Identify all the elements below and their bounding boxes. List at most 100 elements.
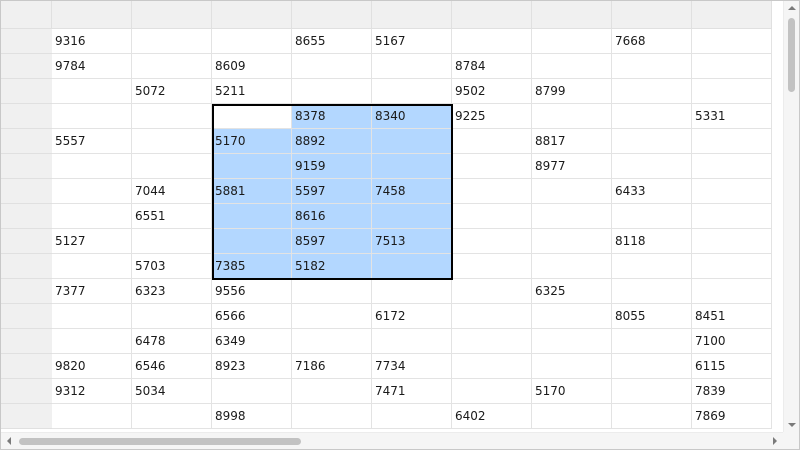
grid-cell[interactable]: 8340: [372, 104, 452, 129]
grid-cell[interactable]: [612, 79, 692, 104]
grid-cell[interactable]: [532, 204, 612, 229]
grid-cell[interactable]: [52, 154, 132, 179]
grid-cell[interactable]: 8378: [292, 104, 372, 129]
grid-cell[interactable]: 7734: [372, 354, 452, 379]
grid-cell[interactable]: 9312: [52, 379, 132, 404]
grid-cell[interactable]: [292, 404, 372, 429]
grid-cell[interactable]: [452, 154, 532, 179]
grid-cell[interactable]: 8055: [612, 304, 692, 329]
row-header[interactable]: [1, 229, 52, 254]
row-header[interactable]: [1, 154, 52, 179]
grid-cell[interactable]: [692, 29, 772, 54]
grid-cell[interactable]: [292, 329, 372, 354]
column-header[interactable]: [452, 1, 532, 29]
grid-cell[interactable]: 8799: [532, 79, 612, 104]
grid-cell[interactable]: [372, 279, 452, 304]
grid-cell[interactable]: 8998: [212, 404, 292, 429]
column-header[interactable]: [212, 1, 292, 29]
grid-cell[interactable]: [132, 229, 212, 254]
grid-cell[interactable]: [132, 404, 212, 429]
grid-cell[interactable]: [132, 29, 212, 54]
row-header[interactable]: [1, 254, 52, 279]
grid-corner-header[interactable]: [1, 1, 52, 29]
grid-cell[interactable]: [372, 204, 452, 229]
grid-cell[interactable]: 7513: [372, 229, 452, 254]
grid-cell[interactable]: 8616: [292, 204, 372, 229]
grid-cell[interactable]: [132, 154, 212, 179]
grid-cell[interactable]: [52, 254, 132, 279]
grid-cell[interactable]: [372, 79, 452, 104]
grid-cell[interactable]: 9820: [52, 354, 132, 379]
grid-cell[interactable]: [612, 279, 692, 304]
grid-cell[interactable]: 5072: [132, 79, 212, 104]
grid-cell[interactable]: [372, 129, 452, 154]
row-header[interactable]: [1, 354, 52, 379]
row-header[interactable]: [1, 279, 52, 304]
grid-cell[interactable]: [532, 304, 612, 329]
grid-cell[interactable]: [692, 179, 772, 204]
grid-cell[interactable]: 8655: [292, 29, 372, 54]
grid-cell[interactable]: 5182: [292, 254, 372, 279]
grid-cell[interactable]: [692, 254, 772, 279]
vertical-scroll-thumb[interactable]: [788, 18, 795, 92]
grid-cell[interactable]: [212, 104, 292, 129]
grid-cell[interactable]: 5034: [132, 379, 212, 404]
grid-cell[interactable]: [52, 404, 132, 429]
grid-cell[interactable]: [52, 204, 132, 229]
grid-cell[interactable]: 8118: [612, 229, 692, 254]
grid-cell[interactable]: [132, 304, 212, 329]
grid-cell[interactable]: [532, 404, 612, 429]
grid-cell[interactable]: [452, 254, 532, 279]
grid-cell[interactable]: [52, 329, 132, 354]
grid-cell[interactable]: [452, 179, 532, 204]
column-header[interactable]: [132, 1, 212, 29]
grid-cell[interactable]: [292, 79, 372, 104]
grid-cell[interactable]: 6323: [132, 279, 212, 304]
grid-cell[interactable]: [372, 54, 452, 79]
grid-cell[interactable]: [212, 29, 292, 54]
column-header[interactable]: [692, 1, 772, 29]
grid-cell[interactable]: [52, 179, 132, 204]
grid-cell[interactable]: 9784: [52, 54, 132, 79]
grid-cell[interactable]: [612, 404, 692, 429]
grid-cell[interactable]: [452, 304, 532, 329]
grid-cell[interactable]: [452, 354, 532, 379]
grid-cell[interactable]: [52, 104, 132, 129]
grid-cell[interactable]: [612, 254, 692, 279]
grid-cell[interactable]: [532, 254, 612, 279]
grid-cell[interactable]: 7186: [292, 354, 372, 379]
grid-cell[interactable]: [292, 304, 372, 329]
grid-cell[interactable]: [52, 304, 132, 329]
grid-cell[interactable]: 6349: [212, 329, 292, 354]
arrow-up-icon[interactable]: [788, 6, 796, 10]
grid-cell[interactable]: [452, 279, 532, 304]
row-header[interactable]: [1, 379, 52, 404]
grid-cell[interactable]: [612, 104, 692, 129]
grid-cell[interactable]: 6551: [132, 204, 212, 229]
horizontal-scrollbar[interactable]: [1, 432, 783, 449]
grid-cell[interactable]: 8892: [292, 129, 372, 154]
grid-cell[interactable]: [452, 229, 532, 254]
horizontal-scroll-thumb[interactable]: [19, 438, 301, 445]
grid-cell[interactable]: [692, 154, 772, 179]
grid-cell[interactable]: [532, 179, 612, 204]
grid-cell[interactable]: [612, 54, 692, 79]
grid-cell[interactable]: 8817: [532, 129, 612, 154]
grid-cell[interactable]: [452, 329, 532, 354]
grid-cell[interactable]: 9159: [292, 154, 372, 179]
grid-cell[interactable]: 8597: [292, 229, 372, 254]
grid-cell[interactable]: [372, 254, 452, 279]
grid-cell[interactable]: 6566: [212, 304, 292, 329]
grid-cell[interactable]: [532, 54, 612, 79]
grid-cell[interactable]: 5167: [372, 29, 452, 54]
grid-cell[interactable]: [292, 279, 372, 304]
grid-cell[interactable]: [532, 329, 612, 354]
grid-cell[interactable]: 7377: [52, 279, 132, 304]
grid-cell[interactable]: [212, 154, 292, 179]
grid-cell[interactable]: [532, 29, 612, 54]
grid-cell[interactable]: 6402: [452, 404, 532, 429]
grid-cell[interactable]: [212, 379, 292, 404]
row-header[interactable]: [1, 129, 52, 154]
grid-cell[interactable]: [132, 104, 212, 129]
grid-cell[interactable]: 7044: [132, 179, 212, 204]
